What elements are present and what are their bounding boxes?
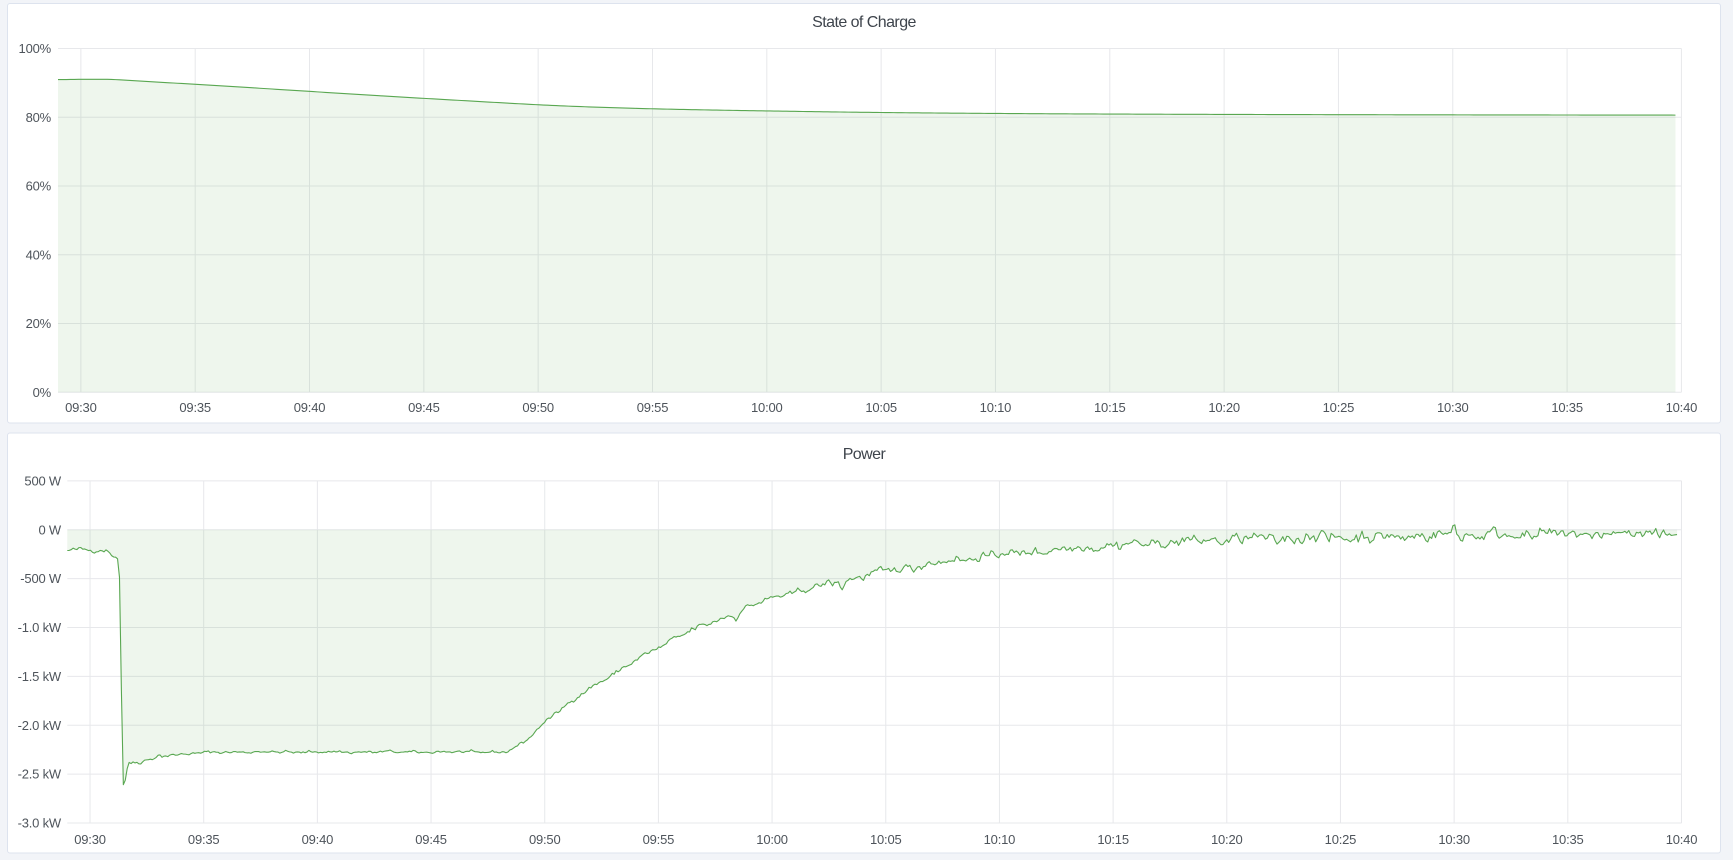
- svg-text:10:15: 10:15: [1097, 832, 1129, 847]
- svg-text:10:15: 10:15: [1094, 400, 1126, 415]
- svg-text:10:40: 10:40: [1666, 832, 1698, 847]
- svg-text:10:10: 10:10: [980, 400, 1012, 415]
- svg-text:State of Charge: State of Charge: [812, 14, 916, 31]
- svg-text:10:30: 10:30: [1437, 400, 1469, 415]
- svg-text:Power: Power: [843, 446, 887, 463]
- svg-text:-2.0 kW: -2.0 kW: [18, 718, 62, 733]
- svg-text:09:40: 09:40: [302, 832, 334, 847]
- svg-text:80%: 80%: [26, 110, 52, 125]
- svg-text:10:20: 10:20: [1211, 832, 1243, 847]
- svg-text:-1.0 kW: -1.0 kW: [18, 620, 62, 635]
- svg-text:0%: 0%: [33, 385, 52, 400]
- svg-text:09:45: 09:45: [415, 832, 447, 847]
- svg-text:-500 W: -500 W: [20, 571, 62, 586]
- svg-text:10:00: 10:00: [751, 400, 783, 415]
- svg-text:09:35: 09:35: [188, 832, 220, 847]
- svg-text:10:05: 10:05: [865, 400, 897, 415]
- svg-text:09:40: 09:40: [294, 400, 326, 415]
- svg-text:10:20: 10:20: [1208, 400, 1240, 415]
- svg-text:10:40: 10:40: [1666, 400, 1698, 415]
- svg-text:09:30: 09:30: [74, 832, 106, 847]
- svg-text:10:00: 10:00: [756, 832, 788, 847]
- svg-text:09:30: 09:30: [65, 400, 97, 415]
- svg-text:-3.0 kW: -3.0 kW: [18, 816, 62, 831]
- svg-text:0 W: 0 W: [38, 522, 61, 537]
- svg-text:40%: 40%: [26, 247, 52, 262]
- svg-text:10:05: 10:05: [870, 832, 902, 847]
- svg-text:10:25: 10:25: [1323, 400, 1355, 415]
- svg-text:10:35: 10:35: [1551, 400, 1583, 415]
- svg-text:60%: 60%: [26, 179, 52, 194]
- svg-text:09:35: 09:35: [179, 400, 211, 415]
- svg-text:09:50: 09:50: [529, 832, 561, 847]
- svg-text:100%: 100%: [19, 41, 52, 56]
- svg-text:10:35: 10:35: [1552, 832, 1584, 847]
- svg-text:500 W: 500 W: [24, 474, 62, 489]
- svg-text:20%: 20%: [26, 316, 52, 331]
- svg-text:09:45: 09:45: [408, 400, 440, 415]
- svg-text:-1.5 kW: -1.5 kW: [18, 669, 62, 684]
- svg-text:10:25: 10:25: [1325, 832, 1357, 847]
- svg-text:09:50: 09:50: [522, 400, 554, 415]
- svg-text:10:30: 10:30: [1438, 832, 1470, 847]
- svg-text:09:55: 09:55: [643, 832, 675, 847]
- svg-text:09:55: 09:55: [637, 400, 669, 415]
- svg-text:-2.5 kW: -2.5 kW: [18, 767, 62, 782]
- svg-text:10:10: 10:10: [984, 832, 1016, 847]
